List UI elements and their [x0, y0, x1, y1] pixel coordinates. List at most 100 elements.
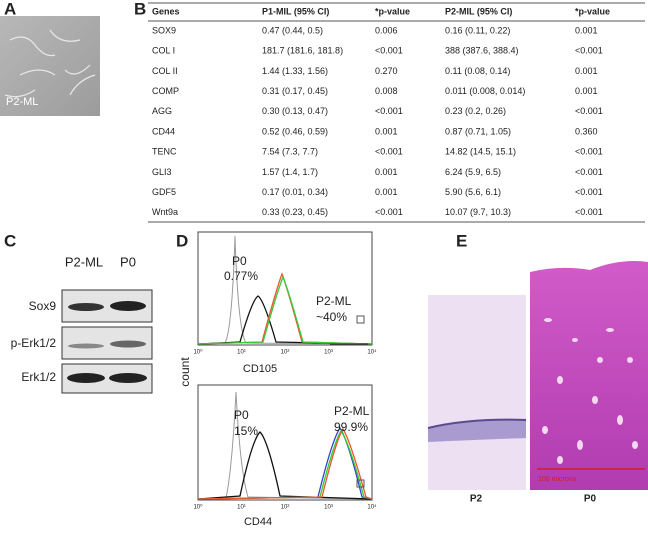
histogram-curve [197, 295, 373, 345]
table-cell: 6.24 (5.9, 6.5) [445, 167, 501, 177]
table-cell: 0.001 [375, 167, 398, 177]
table-cell: 0.360 [575, 126, 598, 136]
table-cell: COL I [152, 46, 175, 56]
lane-label: P0 [120, 254, 136, 269]
band [68, 303, 104, 311]
lane-label: P2-ML [65, 254, 103, 269]
x-tick-label: 10⁰ [193, 504, 203, 511]
table-cell: 0.52 (0.46, 0.59) [262, 126, 328, 136]
x-tick-label: 10² [281, 505, 290, 511]
band [110, 340, 146, 348]
y-axis-label: count [178, 357, 192, 387]
table-cell: 0.17 (0.01, 0.34) [262, 187, 328, 197]
band [110, 301, 146, 311]
panel-label: D [176, 231, 188, 250]
table-cell: <0.001 [375, 46, 403, 56]
table-cell: 1.57 (1.4, 1.7) [262, 167, 318, 177]
table-cell: 0.006 [375, 25, 398, 35]
band [109, 373, 147, 383]
table-header: P1-MIL (95% CI) [262, 6, 329, 16]
western-blot [61, 289, 153, 394]
histogram-plot [197, 384, 373, 501]
panel-label: E [456, 231, 467, 250]
band [67, 373, 105, 383]
annotation: ~40% [316, 310, 347, 324]
band-label: Sox9 [29, 299, 57, 313]
table-cell: SOX9 [152, 25, 176, 35]
image-label: P2 [470, 494, 483, 505]
annotation: P0 [234, 408, 249, 422]
annotation: 0.77% [224, 269, 258, 283]
table-header: P2-MIL (95% CI) [445, 6, 512, 16]
band-label: p-Erk1/2 [11, 336, 57, 350]
table-cell: 5.90 (5.6, 6.1) [445, 187, 501, 197]
x-tick-label: 10⁴ [367, 504, 377, 511]
table-cell: 0.001 [375, 187, 398, 197]
plot-frame [197, 231, 373, 346]
panel-label: A [4, 0, 16, 18]
histogram-curve [197, 391, 373, 500]
table-header: Genes [152, 6, 180, 16]
table-cell: TENC [152, 147, 177, 157]
table-cell: <0.001 [375, 207, 403, 217]
cell-outlines [4, 29, 96, 98]
table-cell: COMP [152, 86, 179, 96]
table-cell: 0.11 (0.08, 0.14) [445, 66, 510, 76]
image-label: P2-ML [6, 96, 38, 108]
table-cell: 0.23 (0.2, 0.26) [445, 106, 506, 116]
panel-label: C [4, 231, 16, 250]
histogram-curve [197, 275, 373, 345]
annotation: P0 [232, 254, 247, 268]
table-cell: 0.001 [375, 126, 398, 136]
table-cell: 0.270 [375, 66, 398, 76]
histogram-curve [197, 431, 373, 500]
x-tick-label: 10³ [324, 350, 333, 356]
table-cell: 1.44 (1.33, 1.56) [262, 66, 328, 76]
table-cell: <0.001 [575, 106, 603, 116]
histology-image [530, 261, 648, 490]
table-cell: 0.16 (0.11, 0.22) [445, 25, 510, 35]
gate-box [356, 315, 365, 324]
x-tick-label: 10¹ [237, 350, 246, 356]
x-tick-label: 10⁰ [193, 349, 203, 356]
x-axis-label: CD44 [244, 516, 272, 528]
gate-box [356, 479, 365, 488]
x-ticks: 10⁰ 10¹ 10² 10³ 10⁴ 10⁰ 10¹ 10² 10³ 10⁴ [193, 349, 377, 511]
table-header: *p-value [375, 6, 410, 16]
x-tick-label: 10¹ [237, 505, 246, 511]
table-cell: 0.33 (0.23, 0.45) [262, 207, 328, 217]
table-cell: GDF5 [152, 187, 176, 197]
table-cell: Wnt9a [152, 207, 178, 217]
table-cell: 7.54 (7.3, 7.7) [262, 147, 318, 157]
x-axis-label: CD105 [243, 363, 277, 375]
table-cell: GLI3 [152, 167, 172, 177]
annotation: P2-ML [316, 294, 352, 308]
x-tick-label: 10² [281, 350, 290, 356]
histogram-curve [197, 429, 373, 500]
table-cell: 181.7 (181.6, 181.8) [262, 46, 343, 56]
table-cell: 14.82 (14.5, 15.1) [445, 147, 516, 157]
table-cell: 0.87 (0.71, 1.05) [445, 126, 511, 136]
table-cell: <0.001 [575, 147, 603, 157]
tissue-edge [427, 418, 527, 429]
table-cell: AGG [152, 106, 172, 116]
table-cell: 0.31 (0.17, 0.45) [262, 86, 328, 96]
table-cell: 0.001 [575, 66, 598, 76]
annotation: P2-ML [334, 404, 370, 418]
table-cell: 0.011 (0.008, 0.014) [445, 86, 525, 96]
micrograph [0, 16, 100, 116]
table: Genes P1-MIL (95% CI) *p-value P2-MIL (95% … [152, 6, 610, 217]
histogram-plot [197, 231, 373, 346]
scale-bar-label: 100 microns [538, 476, 577, 483]
table-cell: <0.001 [575, 167, 603, 177]
table-cell: <0.001 [575, 46, 603, 56]
table-cell: CD44 [152, 126, 175, 136]
x-tick-label: 10³ [324, 505, 333, 511]
histogram-curve [197, 235, 373, 345]
x-tick-label: 10⁴ [367, 349, 377, 356]
histogram-curve [197, 426, 373, 500]
annotation: 15% [234, 424, 258, 438]
table-cell: COL II [152, 66, 178, 76]
table-cell: <0.001 [575, 207, 603, 217]
